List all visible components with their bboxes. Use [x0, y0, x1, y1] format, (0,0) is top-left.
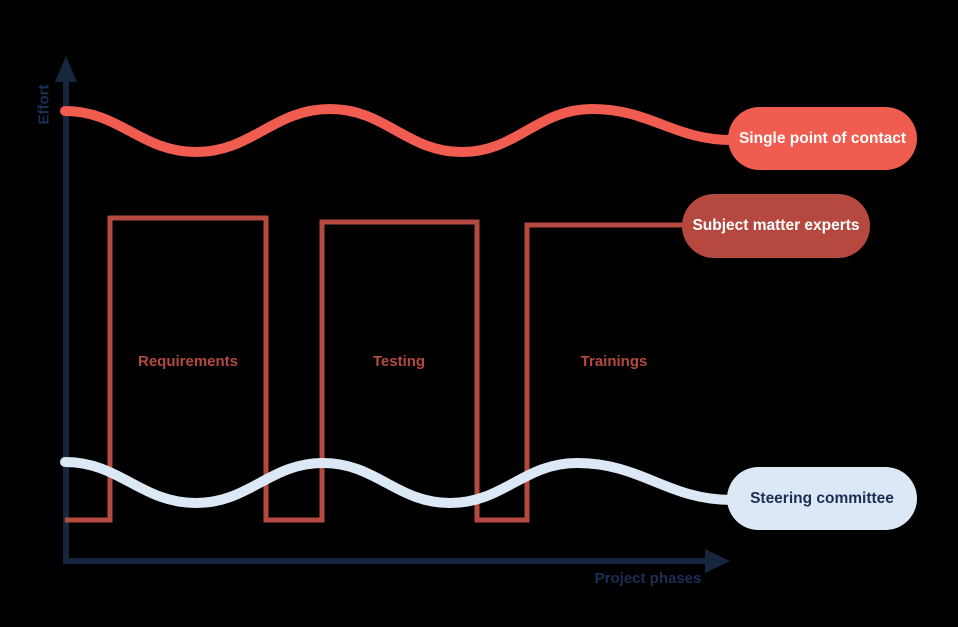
y-axis-arrow-icon: [55, 56, 77, 82]
legend-badge-label: Steering committee: [750, 489, 894, 507]
x-axis-arrow-icon: [705, 549, 730, 573]
x-axis-label: Project phases: [594, 570, 702, 587]
legend-badge-label: Subject matter experts: [692, 217, 860, 234]
phase-label-testing: Testing: [372, 353, 426, 370]
legend-badge-single-point-of-contact: Single point of contact: [728, 107, 917, 170]
steering-committee-line: [60, 457, 737, 509]
legend-badge-label: Single point of contact: [738, 129, 907, 147]
legend-badge-steering-committee: Steering committee: [727, 467, 917, 530]
y-axis-label: Effort: [35, 84, 53, 125]
phase-label-requirements: Requirements: [137, 353, 239, 370]
legend-badge-subject-matter-experts: Subject matter experts: [682, 194, 870, 258]
phase-label-trainings: Trainings: [580, 353, 648, 370]
single-point-of-contact-line: [60, 103, 737, 158]
